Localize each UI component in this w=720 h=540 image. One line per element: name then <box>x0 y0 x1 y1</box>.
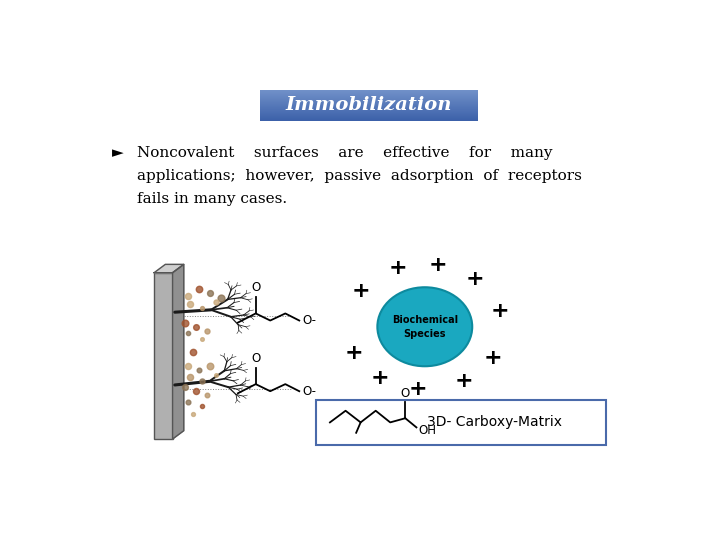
Text: Biochemical: Biochemical <box>392 315 458 325</box>
FancyBboxPatch shape <box>260 103 478 104</box>
FancyBboxPatch shape <box>260 90 478 91</box>
FancyBboxPatch shape <box>260 110 478 111</box>
FancyBboxPatch shape <box>260 107 478 109</box>
Text: 3D- Carboxy-Matrix: 3D- Carboxy-Matrix <box>427 415 562 429</box>
Text: +: + <box>429 255 448 275</box>
Text: +: + <box>491 301 510 321</box>
FancyBboxPatch shape <box>260 92 478 93</box>
FancyBboxPatch shape <box>260 118 478 119</box>
Text: O: O <box>400 387 410 400</box>
Text: O: O <box>251 352 261 365</box>
Text: +: + <box>409 379 427 399</box>
FancyBboxPatch shape <box>260 93 478 94</box>
FancyBboxPatch shape <box>154 273 173 439</box>
FancyBboxPatch shape <box>260 98 478 99</box>
Text: Species: Species <box>403 329 446 339</box>
FancyBboxPatch shape <box>260 95 478 96</box>
FancyBboxPatch shape <box>260 100 478 101</box>
Text: +: + <box>483 348 502 368</box>
Polygon shape <box>173 265 184 439</box>
Text: +: + <box>345 343 364 363</box>
Text: fails in many cases.: fails in many cases. <box>138 192 287 206</box>
Text: O: O <box>251 281 261 294</box>
Text: +: + <box>351 281 370 301</box>
FancyBboxPatch shape <box>260 96 478 97</box>
FancyBboxPatch shape <box>260 102 478 103</box>
FancyBboxPatch shape <box>260 91 478 92</box>
Text: O-: O- <box>302 314 317 327</box>
Text: ►: ► <box>112 146 124 160</box>
FancyBboxPatch shape <box>260 94 478 95</box>
Text: Noncovalent    surfaces    are    effective    for    many: Noncovalent surfaces are effective for m… <box>138 146 553 160</box>
FancyBboxPatch shape <box>260 97 478 98</box>
Text: +: + <box>371 368 390 388</box>
Ellipse shape <box>377 287 472 366</box>
Text: O-: O- <box>302 384 317 397</box>
Text: OH: OH <box>418 424 436 437</box>
Text: +: + <box>466 269 485 289</box>
FancyBboxPatch shape <box>260 99 478 100</box>
FancyBboxPatch shape <box>260 119 478 120</box>
FancyBboxPatch shape <box>316 400 606 446</box>
FancyBboxPatch shape <box>260 106 478 107</box>
FancyBboxPatch shape <box>260 114 478 116</box>
Text: Immobilization: Immobilization <box>286 96 452 114</box>
FancyBboxPatch shape <box>260 113 478 114</box>
FancyBboxPatch shape <box>260 111 478 112</box>
Text: applications;  however,  passive  adsorption  of  receptors: applications; however, passive adsorptio… <box>138 168 582 183</box>
Text: +: + <box>454 371 473 391</box>
FancyBboxPatch shape <box>260 104 478 105</box>
FancyBboxPatch shape <box>260 105 478 106</box>
FancyBboxPatch shape <box>260 117 478 118</box>
FancyBboxPatch shape <box>260 109 478 110</box>
FancyBboxPatch shape <box>260 120 478 121</box>
FancyBboxPatch shape <box>260 116 478 117</box>
Polygon shape <box>154 265 184 273</box>
Text: +: + <box>389 258 408 278</box>
FancyBboxPatch shape <box>260 101 478 102</box>
FancyBboxPatch shape <box>260 112 478 113</box>
